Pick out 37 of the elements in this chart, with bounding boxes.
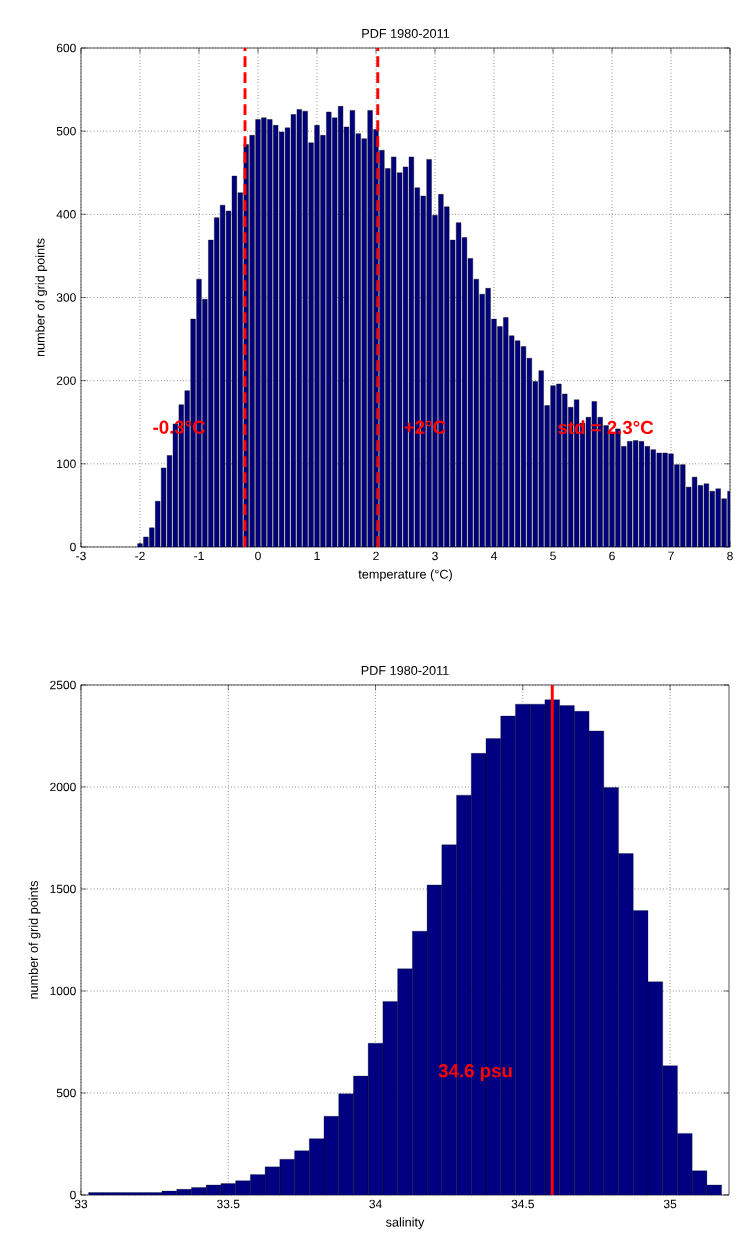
x-tick-label: 2 [373,551,379,561]
y-tick-label: 400 [56,210,76,219]
y-tick-label: 500 [56,126,76,136]
y-tick-label: 600 [56,43,76,53]
x-tick-label: 0 [255,551,261,561]
x-tick-label: 34 [369,1199,382,1209]
y-tick-label: 1000 [50,986,76,996]
x-tick-label: 33 [74,1199,88,1209]
x-tick-label: -2 [135,551,145,561]
x-tick-label: 7 [668,551,674,560]
chart-title: PDF 1980-2011 [362,28,450,38]
x-axis-title: temperature (°C) [358,569,453,582]
x-tick-label: -1 [194,551,204,560]
y-tick-label: 300 [56,293,76,302]
y-tick-label: 100 [57,459,76,469]
y-tick-label: 0 [70,542,76,552]
x-tick-label: 1 [314,551,320,560]
x-tick-label: 5 [550,551,556,561]
y-axis-title: number of grid points [28,880,41,999]
x-tick-label: 3 [432,551,438,561]
x-tick-label: 8 [727,551,733,561]
chart-title: PDF 1980-2011 [361,665,449,675]
y-axis-title: number of grid points [35,238,48,357]
x-axis-title: salinity [386,1217,425,1230]
ref-line-label: 34.6 psu [438,1064,512,1082]
y-tick-label: 2000 [50,782,76,792]
y-tick-label: 500 [56,1088,76,1098]
x-tick-label: 35 [663,1199,677,1209]
x-tick-label: 34.5 [511,1199,535,1209]
y-tick-label: 2500 [50,680,76,690]
y-tick-label: 1500 [50,884,76,894]
x-tick-label: -3 [76,551,86,561]
x-tick-label: 4 [491,551,498,560]
x-tick-label: 33.5 [217,1199,240,1209]
x-tick-label: 6 [609,551,615,561]
y-tick-label: 200 [56,376,76,385]
y-tick-label: 0 [70,1190,76,1200]
